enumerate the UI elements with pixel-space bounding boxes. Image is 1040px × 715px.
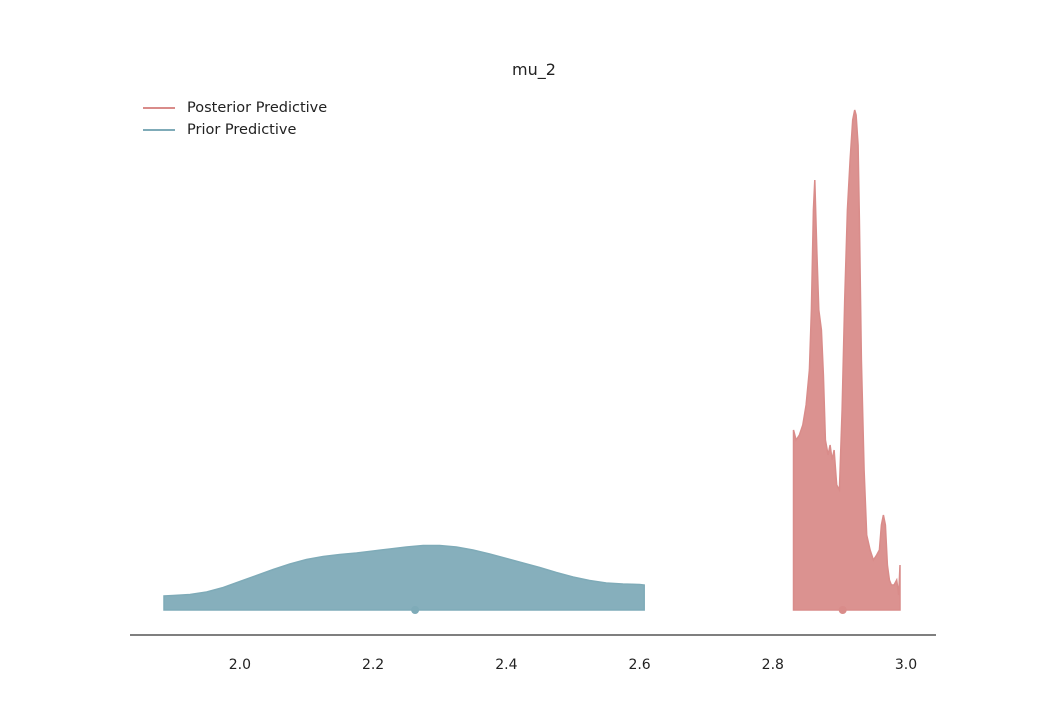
x-tick-label: 2.4 [495,657,517,673]
legend-label-prior: Prior Predictive [187,122,297,138]
x-tick-labels: 2.0 2.2 2.4 2.6 2.8 3.0 [229,657,917,673]
density-area-posterior [792,109,901,611]
legend-swatch-prior [143,129,175,131]
chart-title: mu_2 [512,60,556,79]
legend-item-posterior: Posterior Predictive [143,97,327,119]
legend: Posterior Predictive Prior Predictive [143,97,327,141]
x-tick-label: 3.0 [895,657,917,673]
legend-swatch-posterior [143,107,175,109]
x-tick-label: 2.2 [362,657,384,673]
x-tick-label: 2.8 [762,657,784,673]
density-area-prior [163,544,645,611]
point-estimate-prior [411,606,420,614]
point-estimates [411,606,847,614]
x-tick-label: 2.6 [628,657,650,673]
legend-item-prior: Prior Predictive [143,119,327,141]
point-estimate-posterior [838,606,847,614]
legend-label-posterior: Posterior Predictive [187,100,328,116]
x-tick-label: 2.0 [229,657,251,673]
density-areas [163,109,901,611]
